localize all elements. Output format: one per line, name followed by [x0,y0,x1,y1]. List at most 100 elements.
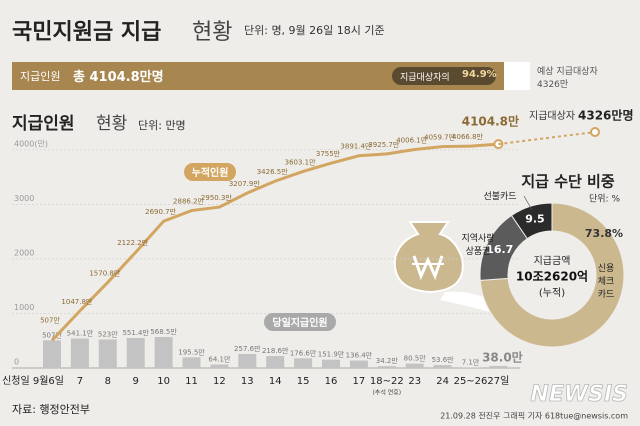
category-note: (추석 연휴) [372,389,401,397]
donut-center-value: 10조2620억 [516,270,588,284]
bar-value-label: 568.5만 [150,327,177,336]
bar-value-label: 257.6만 [234,344,261,353]
label-line: 지역사랑 [461,232,494,244]
chart-title-light: 현황 [96,114,127,134]
progress-label: 지급인원 [20,70,61,83]
target-value: 4326만명 [578,108,633,123]
source: 자료: 행정안전부 [12,403,90,416]
donut-category-label: 지역사랑 상품권 [461,232,494,257]
bar-value-label: 7.1만 [462,358,480,367]
y-tick-label: 2000 [14,248,34,257]
bar [43,340,61,368]
x-tick-label: 25~26 [454,376,488,387]
x-tick-label: 14 [269,376,282,387]
donut-category-label: 선불카드 [483,191,516,202]
leader-line [490,241,501,246]
x-tick-label: 8 [105,376,111,387]
line-value-label: 4104.8만 [462,114,519,129]
line-value-label: 2122.2만 [117,238,148,247]
line-value-label: 2690.7만 [145,207,176,216]
label-line: 상품권 [466,245,491,257]
pie-title: 지급 수단 비중 [521,173,614,191]
label-line: 신용 [598,263,615,274]
title-light: 현황 [192,20,233,45]
x-tick-label: 11 [185,376,198,387]
cumulative-line [50,142,499,342]
line-value-label: 4059.7만 [424,133,455,142]
money-bag-icon [393,221,490,312]
x-tick-label: 신청일 9월6일 [2,375,64,387]
x-tick-label: 17 [353,376,366,387]
bar [210,364,229,368]
x-tick-label: 23 [408,376,421,387]
x-tick-label: 10 [157,376,170,387]
x-tick-label: 12 [213,376,226,387]
line-value-label: 3891.4만 [340,142,371,151]
bar [489,365,508,368]
donut-value-label: 73.8% [585,227,623,240]
x-tick-label: 9 [133,376,139,387]
donut-value-label: 9.5 [525,213,545,226]
credit: 21.09.28 전진우 그래픽 기자 618tue@newsis.com [440,411,628,421]
share-label: 지급대상자의 [400,73,450,83]
label-line: 선불카드 [483,191,516,202]
share-value: 94.9% [462,69,497,80]
line-value-label: 1047.8만 [61,297,92,306]
x-tick-label: 16 [325,376,338,387]
y-tick-label: 0 [14,358,19,367]
line-value-label: 507만 [40,315,60,324]
bar [98,339,117,368]
bar-value-label: 53.6만 [432,355,455,364]
line-value-label: 2886.2만 [173,197,204,206]
bar-value-label: 176.6만 [290,348,317,357]
annotation-pill [264,313,336,331]
annotation-text: 당일지급인원 [272,316,327,329]
bar-value-label: 507만 [42,330,62,339]
share-pill [392,67,496,85]
bar-value-label: 80.5만 [404,354,427,363]
bar-value-label: 195.5만 [178,347,205,356]
pie-unit: 단위: % [589,194,620,205]
line-value-label: 1570.8만 [89,268,120,277]
donut-center-note: (누적) [539,287,565,299]
bar [154,336,173,368]
bar-value-label: 136.4만 [346,351,373,360]
donut-center-label: 지급금액 [534,255,571,267]
chart-unit: 단위: 만명 [138,119,186,132]
bar [433,365,452,368]
bar [322,359,340,368]
bar-value-label: 218.6만 [262,346,289,355]
x-tick-label: 18~22 [370,376,404,387]
target-label: 예상 지급대상자 [537,67,598,77]
annotation-text: 누적인원 [192,166,229,179]
bar-value-label: 64.1만 [208,355,231,364]
line-value-label: 3755만 [316,149,341,158]
target-line [498,131,596,146]
bar [377,366,396,368]
donut-value-label: 16.7 [486,243,513,256]
leader-line [523,195,533,211]
line-value-label: 3207.9만 [229,179,260,188]
label-line: 체크 [598,276,615,287]
x-tick-label: 27일 [487,375,509,387]
bar-value-label: 38.0만 [482,349,523,364]
x-tick-label: 13 [241,376,254,387]
bar [266,356,285,368]
donut-segment [479,202,625,348]
bar [238,353,257,368]
y-tick-label: 4000(만) [14,139,48,148]
target-value: 4326만 [537,80,569,90]
target-marker [590,127,600,138]
donut-category-label: 신용 체크 카드 [598,263,615,300]
bar-value-label: 151.9만 [318,350,345,359]
bar [70,338,89,368]
title: 국민지원금 지급 [12,20,162,45]
y-tick-label: 3000 [14,194,34,203]
y-tick-label: 1000 [14,303,34,312]
annotation-pill [184,163,236,181]
bar-value-label: 34.2만 [376,356,399,365]
bar [405,363,424,368]
chart-title: 지급인원 [12,114,75,134]
